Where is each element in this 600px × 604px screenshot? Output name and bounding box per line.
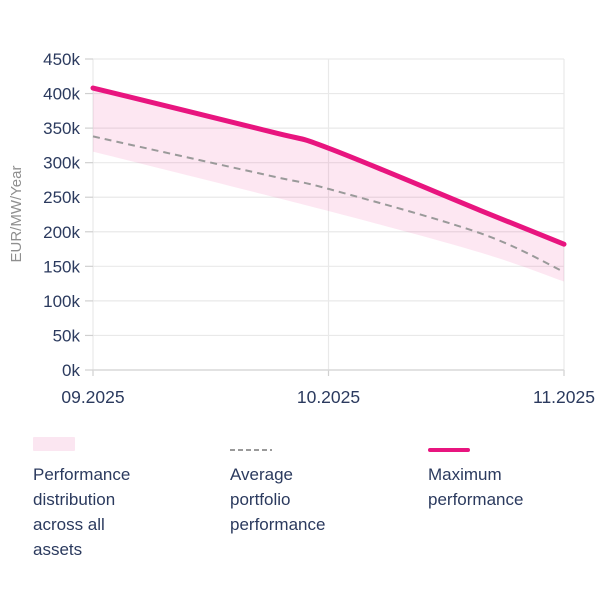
legend-label-line: distribution [33,490,116,509]
performance-chart: 450k 400k 350k 300k 250k 200k 150k 100k 50k 0k 09.… [8,50,595,407]
legend-label-line: performance [428,490,524,509]
y-tick-label: 0k [62,361,80,380]
legend-label-line: portfolio [230,490,291,509]
legend-label-line: performance [230,515,326,534]
y-tick-label: 200k [43,223,80,242]
average-performance-line [92,135,565,273]
y-tick-label: 50k [53,326,81,345]
legend-item-maximum: Maximum performance [428,437,593,512]
x-tick-label: 10.2025 [297,387,360,407]
x-tick-label: 11.2025 [533,387,595,407]
distribution-band-area [93,88,564,282]
axis-layer: 450k 400k 350k 300k 250k 200k 150k 100k 50k 0k 09.… [43,50,595,407]
y-tick-label: 100k [43,292,80,311]
legend-label-line: assets [33,540,83,559]
legend-label-line: across all [33,515,105,534]
y-tick-label: 150k [43,257,80,276]
legend-label-line: Maximum [428,465,502,484]
legend-label-line: Performance [33,465,131,484]
legend-label-line: Average [230,465,294,484]
y-tick-label: 400k [43,85,80,104]
y-tick-label: 250k [43,188,80,207]
solid-line-swatch-icon [428,448,470,452]
dashed-line-swatch-icon [230,449,272,451]
y-tick-label: 300k [43,154,80,173]
maximum-performance-line [90,85,567,247]
y-tick-label: 350k [43,119,80,138]
y-axis-title: EUR/MW/Year [8,166,25,263]
series-layer [90,85,567,282]
x-tick-label: 09.2025 [61,387,124,407]
y-tick-label: 450k [43,50,80,69]
legend-item-average: Average portfolio performance [230,437,410,537]
distribution-band-swatch-icon [33,437,75,451]
legend-item-distribution: Performance distribution across all asse… [33,437,213,562]
